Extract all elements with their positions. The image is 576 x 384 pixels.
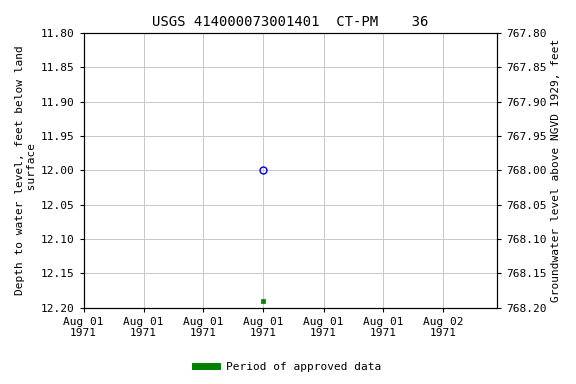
Legend: Period of approved data: Period of approved data xyxy=(191,358,385,377)
Title: USGS 414000073001401  CT-PM    36: USGS 414000073001401 CT-PM 36 xyxy=(152,15,429,29)
Y-axis label: Groundwater level above NGVD 1929, feet: Groundwater level above NGVD 1929, feet xyxy=(551,39,561,302)
Y-axis label: Depth to water level, feet below land
 surface: Depth to water level, feet below land su… xyxy=(15,45,37,295)
